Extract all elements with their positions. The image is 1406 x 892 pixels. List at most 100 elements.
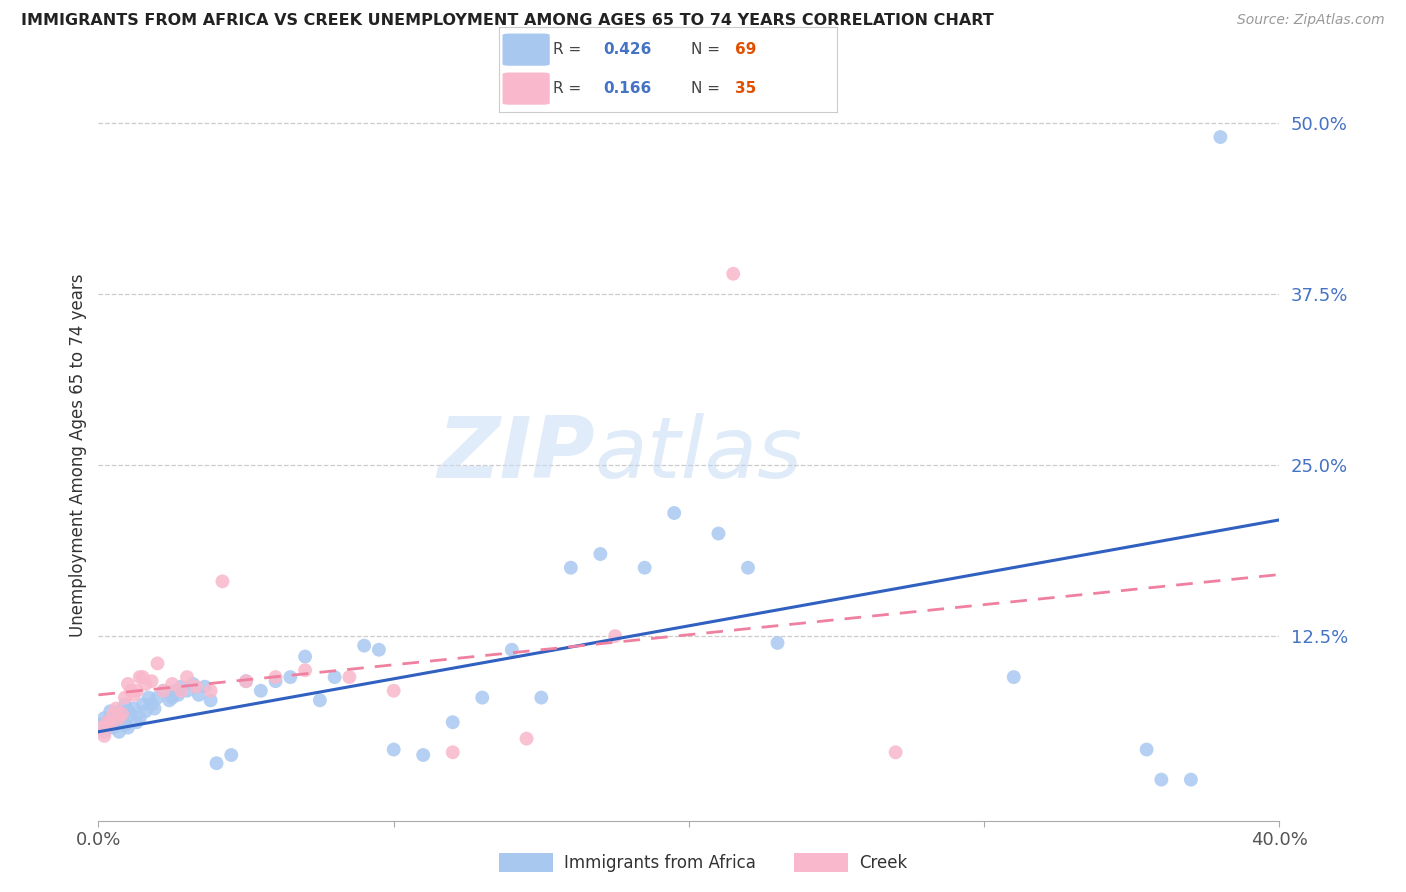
Point: [108, 711, 131, 725]
Point: [1002, 670, 1025, 684]
Point: [323, 670, 346, 684]
Point: [135, 704, 157, 718]
Point: [382, 742, 405, 756]
Point: [132, 670, 155, 684]
Point: [96, 715, 118, 730]
Point: [122, 701, 145, 715]
Point: [664, 506, 686, 520]
Point: [1135, 742, 1157, 756]
Point: [111, 711, 134, 725]
Point: [98, 718, 121, 732]
Point: [152, 683, 174, 698]
Point: [93, 724, 115, 739]
Point: [501, 642, 523, 657]
Point: [1209, 130, 1232, 145]
Point: [132, 698, 155, 712]
Point: [309, 693, 332, 707]
Point: [235, 674, 257, 689]
Point: [93, 711, 115, 725]
Point: [264, 674, 287, 689]
Point: [170, 680, 193, 694]
Point: [250, 683, 273, 698]
Point: [117, 677, 139, 691]
Point: [138, 690, 160, 705]
Point: [96, 715, 118, 730]
Point: [103, 721, 125, 735]
Point: [200, 683, 222, 698]
Point: [737, 560, 759, 574]
Point: [96, 721, 118, 735]
Point: [157, 693, 180, 707]
Point: [382, 683, 405, 698]
Point: [353, 639, 375, 653]
Point: [766, 636, 789, 650]
Point: [187, 688, 209, 702]
Point: [264, 670, 287, 684]
Text: 35: 35: [735, 81, 756, 96]
Text: Source: ZipAtlas.com: Source: ZipAtlas.com: [1237, 13, 1385, 28]
Point: [337, 670, 360, 684]
Point: [176, 670, 198, 684]
Point: [128, 670, 150, 684]
Text: IMMIGRANTS FROM AFRICA VS CREEK UNEMPLOYMENT AMONG AGES 65 TO 74 YEARS CORRELATI: IMMIGRANTS FROM AFRICA VS CREEK UNEMPLOY…: [21, 13, 994, 29]
FancyBboxPatch shape: [502, 34, 550, 66]
Point: [200, 693, 222, 707]
Point: [205, 756, 228, 771]
Point: [90, 718, 112, 732]
Point: [117, 704, 139, 718]
Point: [162, 690, 183, 705]
Point: [114, 698, 136, 712]
Point: [294, 663, 316, 677]
Point: [114, 718, 136, 732]
Point: [530, 690, 553, 705]
Point: [633, 560, 655, 574]
Text: R =: R =: [553, 42, 581, 57]
Point: [1180, 772, 1202, 787]
Point: [278, 670, 302, 684]
Point: [515, 731, 537, 746]
Point: [135, 677, 157, 691]
Point: [90, 721, 112, 735]
Point: [93, 729, 115, 743]
Text: Creek: Creek: [859, 854, 907, 871]
Point: [143, 701, 166, 715]
Point: [122, 688, 145, 702]
Text: atlas: atlas: [595, 413, 803, 497]
Point: [1150, 772, 1173, 787]
Point: [167, 688, 190, 702]
Point: [108, 704, 131, 718]
Text: N =: N =: [692, 81, 720, 96]
Point: [105, 715, 128, 730]
Point: [108, 724, 131, 739]
Point: [441, 715, 464, 730]
FancyBboxPatch shape: [502, 72, 550, 104]
Point: [111, 706, 134, 721]
Point: [884, 745, 907, 759]
Point: [170, 683, 193, 698]
Point: [707, 526, 730, 541]
Text: ZIP: ZIP: [437, 413, 595, 497]
Point: [219, 747, 242, 762]
Point: [605, 629, 627, 643]
Point: [721, 267, 744, 281]
Point: [146, 657, 169, 671]
Point: [294, 649, 316, 664]
Point: [125, 715, 148, 730]
Point: [120, 683, 142, 698]
Text: 0.426: 0.426: [603, 42, 652, 57]
Text: R =: R =: [553, 81, 581, 96]
Point: [181, 677, 204, 691]
Point: [441, 745, 464, 759]
Text: 69: 69: [735, 42, 756, 57]
Point: [105, 706, 128, 721]
Point: [211, 574, 233, 589]
Point: [235, 674, 257, 689]
Point: [368, 642, 391, 657]
Point: [105, 701, 128, 715]
Point: [98, 704, 121, 718]
Text: N =: N =: [692, 42, 720, 57]
Point: [560, 560, 582, 574]
Point: [194, 680, 217, 694]
Point: [114, 690, 136, 705]
Point: [141, 698, 163, 712]
